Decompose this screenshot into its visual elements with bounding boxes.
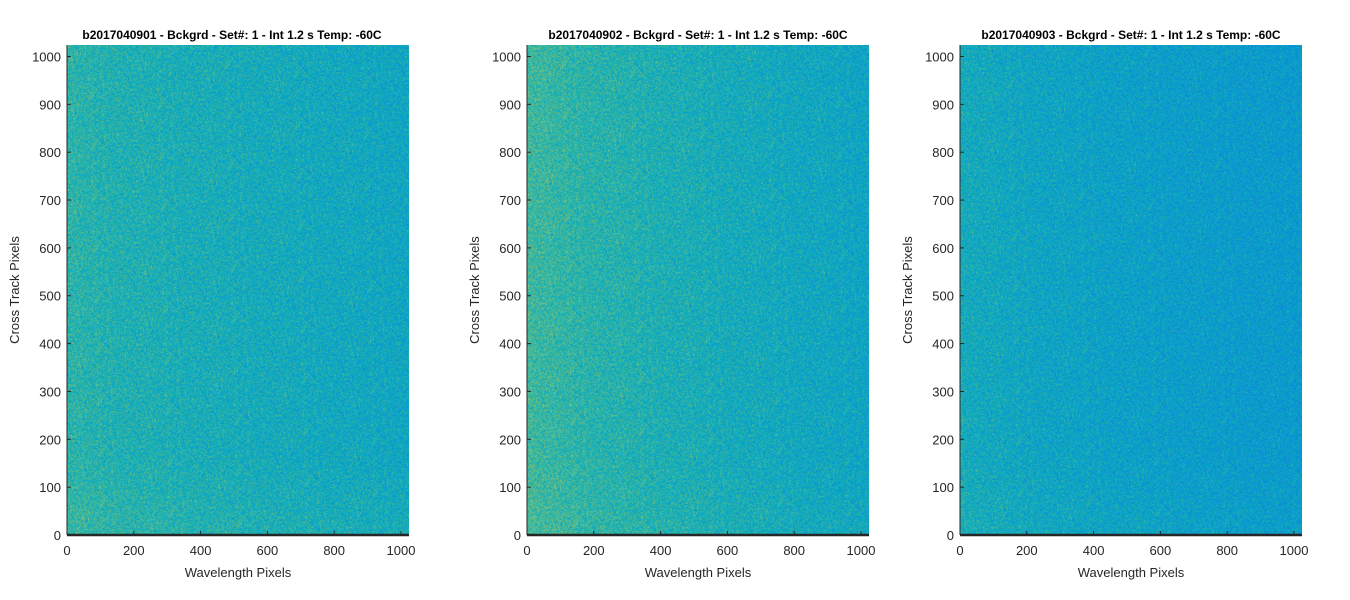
y-tick-label: 0 [54, 528, 61, 543]
y-tick-label: 400 [39, 337, 61, 352]
chart-panel-3: 0 200 400 600 800 1000 0 100 200 300 400 500 600 700 8… [900, 28, 1308, 580]
x-tick-label: 0 [956, 543, 963, 558]
y-tick-label: 500 [499, 289, 521, 304]
y-tick-label: 100 [499, 480, 521, 495]
y-tick-label: 700 [932, 193, 954, 208]
x-tick-label: 1000 [847, 543, 876, 558]
y-tick-label: 900 [499, 97, 521, 112]
y-tick-label: 1000 [492, 49, 521, 64]
x-tick-label: 600 [257, 543, 279, 558]
x-tick-label: 0 [523, 543, 530, 558]
x-tick-label: 800 [1216, 543, 1238, 558]
y-tick-label: 1000 [32, 49, 61, 64]
heatmap-image [527, 45, 869, 535]
y-tick-label: 700 [499, 193, 521, 208]
y-axis-label: Cross Track Pixels [900, 236, 915, 344]
y-tick-label: 800 [932, 145, 954, 160]
y-tick-label: 400 [499, 337, 521, 352]
y-tick-label: 0 [514, 528, 521, 543]
y-tick-label: 100 [932, 480, 954, 495]
y-tick-label: 700 [39, 193, 61, 208]
x-tick-label: 200 [123, 543, 145, 558]
y-tick-label: 300 [932, 384, 954, 399]
x-tick-label: 200 [583, 543, 605, 558]
x-tick-label: 200 [1016, 543, 1038, 558]
x-axis-label: Wavelength Pixels [1078, 565, 1185, 580]
chart-title: b2017040903 - Bckgrd - Set#: 1 - Int 1.2… [981, 28, 1281, 42]
x-tick-label: 0 [63, 543, 70, 558]
y-tick-label: 300 [499, 384, 521, 399]
y-tick-label: 100 [39, 480, 61, 495]
chart-title: b2017040902 - Bckgrd - Set#: 1 - Int 1.2… [548, 28, 848, 42]
x-tick-label: 600 [1150, 543, 1172, 558]
chart-panel-2: 0 200 400 600 800 1000 0 100 200 300 400 500 600 700 8… [467, 28, 875, 580]
y-tick-label: 600 [499, 241, 521, 256]
x-tick-label: 400 [1083, 543, 1105, 558]
y-tick-label: 900 [932, 97, 954, 112]
y-tick-label: 200 [39, 432, 61, 447]
chart-panel-1: 0 200 400 600 800 1000 0 100 200 300 400 500 600 700 8… [7, 28, 415, 580]
y-axis-label: Cross Track Pixels [467, 236, 482, 344]
y-tick-label: 800 [499, 145, 521, 160]
chart-title: b2017040901 - Bckgrd - Set#: 1 - Int 1.2… [82, 28, 382, 42]
y-tick-label: 200 [932, 432, 954, 447]
y-tick-label: 300 [39, 384, 61, 399]
y-tick-label: 600 [932, 241, 954, 256]
y-axis-label: Cross Track Pixels [7, 236, 22, 344]
y-tick-label: 0 [947, 528, 954, 543]
x-axis-label: Wavelength Pixels [645, 565, 752, 580]
x-axis-label: Wavelength Pixels [185, 565, 292, 580]
x-tick-label: 400 [650, 543, 672, 558]
y-tick-label: 500 [932, 289, 954, 304]
x-tick-label: 1000 [387, 543, 416, 558]
heatmap-image [960, 45, 1302, 535]
y-tick-label: 900 [39, 97, 61, 112]
y-tick-label: 500 [39, 289, 61, 304]
y-tick-label: 1000 [925, 49, 954, 64]
y-tick-label: 800 [39, 145, 61, 160]
heatmap-image [67, 45, 409, 535]
y-tick-label: 600 [39, 241, 61, 256]
x-tick-label: 800 [323, 543, 345, 558]
y-tick-label: 400 [932, 337, 954, 352]
x-tick-label: 600 [717, 543, 739, 558]
y-tick-label: 200 [499, 432, 521, 447]
x-tick-label: 1000 [1280, 543, 1309, 558]
x-tick-label: 800 [783, 543, 805, 558]
x-tick-label: 400 [190, 543, 212, 558]
